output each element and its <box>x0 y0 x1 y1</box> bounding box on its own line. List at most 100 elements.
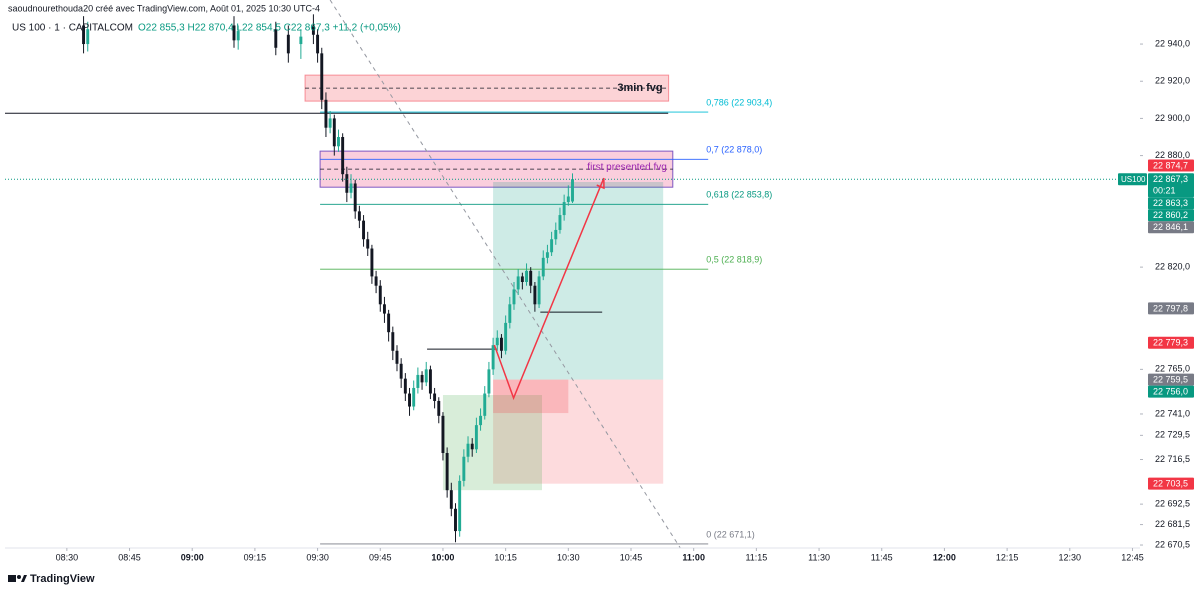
y-tick-label: 22 681,5 <box>1155 519 1190 529</box>
zone <box>493 379 664 484</box>
candle-body <box>424 369 428 383</box>
x-tick-label: 11:45 <box>871 552 893 562</box>
candle-body <box>454 508 457 532</box>
price-badge <box>1148 336 1194 349</box>
x-tick-label: 12:00 <box>933 552 956 562</box>
candle-body <box>516 276 520 290</box>
candle-body <box>537 276 541 305</box>
price-badge-label: 22 860,2 <box>1153 210 1188 220</box>
brand: TradingView <box>30 573 95 585</box>
ohlc-header: O22 855,3 H22 870,4 L22 854,5 C22 867,3 … <box>138 23 401 34</box>
candle-body <box>458 480 462 532</box>
candle-body <box>558 215 562 230</box>
y-tick-label: 22 920,0 <box>1155 76 1190 86</box>
candle-body <box>483 393 487 416</box>
candle-body <box>466 443 470 457</box>
x-tick-label: 12:15 <box>996 552 1019 562</box>
candle-body <box>491 345 495 370</box>
candle-body <box>433 393 437 401</box>
candle-body <box>529 270 533 286</box>
candle-body <box>499 337 503 351</box>
countdown: 00:21 <box>1153 186 1176 196</box>
candle-body <box>349 183 353 193</box>
candle-body <box>508 304 512 323</box>
candle-body <box>533 285 537 305</box>
price-badge-label: 22 779,3 <box>1153 338 1188 348</box>
price-badge <box>1148 477 1194 490</box>
candle-body <box>449 490 453 509</box>
candle-body <box>504 322 508 351</box>
y-tick-label: 22 880,0 <box>1155 150 1190 160</box>
candle-body <box>554 229 558 240</box>
candle-body <box>236 31 240 41</box>
candle-body <box>362 220 366 240</box>
price-badge-label: 22 797,8 <box>1153 303 1188 313</box>
price-badge <box>1148 159 1194 172</box>
candle-body <box>474 425 478 450</box>
fib-label: 0,5 (22 818,9) <box>706 255 762 265</box>
y-tick-label: 22 670,5 <box>1155 539 1190 549</box>
plot-area: 3min fvg first presented fvg 0,786 (22 903… <box>5 0 772 549</box>
candle-body <box>311 25 315 35</box>
candle-body <box>408 393 411 407</box>
candle-body <box>316 34 320 54</box>
x-tick-label: 11:30 <box>808 552 830 562</box>
candle-body <box>462 456 466 481</box>
candle-body <box>428 369 432 394</box>
candle-body <box>370 248 374 277</box>
candle-body <box>470 443 474 450</box>
x-tick-label: 08:45 <box>118 552 141 562</box>
candle-body <box>299 36 303 45</box>
candle-body <box>541 257 545 277</box>
candle-body <box>445 453 449 491</box>
fib-label: 0,618 (22 853,8) <box>706 190 772 200</box>
zone <box>442 395 542 491</box>
x-tick-label: 10:45 <box>620 552 643 562</box>
y-tick-label: 22 741,0 <box>1155 408 1190 418</box>
candle-body <box>520 276 524 282</box>
candle-body <box>345 174 349 193</box>
candle-body <box>399 363 403 379</box>
x-tick-label: 10:15 <box>494 552 517 562</box>
candle-body <box>86 29 90 45</box>
candle-body <box>353 183 357 212</box>
candle-body <box>391 332 395 351</box>
price-badge <box>1148 302 1194 315</box>
candle-body <box>366 239 370 249</box>
x-tick-label: 12:30 <box>1059 552 1082 562</box>
symbol-badge-label: US100 <box>1121 175 1146 184</box>
x-tick-label: 09:30 <box>306 552 329 562</box>
x-tick-label: 10:30 <box>557 552 580 562</box>
author: saoudnourethouda20 créé avec TradingView… <box>8 3 320 13</box>
x-tick-label: 11:00 <box>682 552 705 562</box>
fib-label: 0 (22 671,1) <box>706 529 755 539</box>
y-tick-label: 22 820,0 <box>1155 261 1190 271</box>
arrow <box>493 177 605 401</box>
price-badge <box>1148 385 1194 398</box>
y-tick-label: 22 900,0 <box>1155 113 1190 123</box>
candle-body <box>412 387 416 407</box>
x-tick-label: 09:00 <box>181 552 204 562</box>
candle-body <box>332 118 336 147</box>
candle-body <box>437 400 441 416</box>
zone-label: 3min fvg <box>617 82 662 94</box>
x-tick-label: 08:30 <box>56 552 79 562</box>
zone-label: first presented fvg <box>587 162 666 173</box>
fib-label: 0,7 (22 878,0) <box>706 145 762 155</box>
candle-body <box>495 337 499 346</box>
y-tick-label: 22 765,0 <box>1155 364 1190 374</box>
candle-body <box>545 252 549 258</box>
candle-body <box>378 285 382 305</box>
candle-body <box>274 29 278 48</box>
price-badge-label: 22 759,5 <box>1153 374 1188 384</box>
fib-label: 0,786 (22 903,4) <box>706 97 772 107</box>
candle-body <box>416 374 420 388</box>
candle-body <box>232 25 236 41</box>
candle-body <box>566 196 570 203</box>
candle-body <box>525 270 528 282</box>
candle-body <box>562 202 566 216</box>
x-tick-label: 09:45 <box>369 552 392 562</box>
candle-body <box>550 239 554 253</box>
